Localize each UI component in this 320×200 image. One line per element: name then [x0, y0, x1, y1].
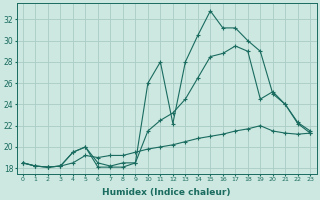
X-axis label: Humidex (Indice chaleur): Humidex (Indice chaleur)	[102, 188, 231, 197]
